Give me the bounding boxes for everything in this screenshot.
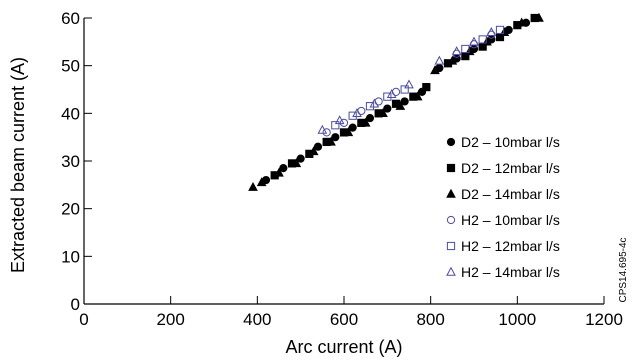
data-point — [369, 98, 380, 108]
data-point — [534, 12, 544, 22]
x-tick-label: 800 — [416, 310, 444, 329]
data-point — [383, 92, 392, 101]
legend-marker — [446, 241, 456, 251]
y-tick-label: 60 — [61, 9, 80, 28]
data-point — [422, 83, 431, 92]
legend-label: D2 – 14mbar l/s — [461, 186, 560, 202]
legend-box — [440, 128, 602, 293]
legend-label: D2 – 10mbar l/s — [461, 134, 560, 150]
data-point — [339, 118, 349, 127]
x-tick-label: 1000 — [498, 310, 536, 329]
data-point — [516, 17, 527, 27]
y-tick-label: 0 — [71, 295, 80, 314]
data-point — [248, 181, 258, 191]
data-point — [331, 133, 340, 142]
data-point — [322, 128, 331, 137]
data-point — [313, 142, 323, 151]
data-point — [395, 100, 406, 110]
legend-marker — [446, 163, 456, 173]
y-axis-title: Extracted beam current (A) — [8, 57, 28, 273]
y-tick-label: 10 — [61, 247, 80, 266]
data-point — [451, 46, 462, 56]
data-point — [434, 55, 445, 65]
data-point — [291, 158, 302, 168]
data-point — [365, 114, 375, 123]
y-tick-label: 30 — [61, 152, 80, 171]
legend-label: D2 – 12mbar l/s — [461, 160, 560, 176]
x-axis-title: Arc current (A) — [285, 337, 402, 357]
data-point — [343, 127, 354, 137]
data-point — [400, 97, 409, 106]
x-tick-label: 600 — [330, 310, 358, 329]
x-tick-label: 400 — [243, 310, 271, 329]
y-tick-label: 50 — [61, 57, 80, 76]
data-point — [274, 167, 284, 177]
data-point — [334, 115, 345, 125]
figure-code: CPS14.695-4c — [618, 237, 629, 302]
data-point — [352, 108, 362, 118]
legend-label: H2 – 10mbar l/s — [461, 212, 560, 228]
x-tick-label: 1200 — [585, 310, 623, 329]
series-4 — [331, 25, 505, 130]
data-point — [430, 65, 440, 75]
data-point — [365, 102, 375, 111]
data-point — [279, 164, 288, 173]
data-point — [469, 36, 479, 46]
data-point — [412, 91, 423, 101]
data-point — [378, 108, 388, 118]
data-point — [404, 79, 414, 89]
series-5 — [317, 27, 497, 134]
x-tick-label: 200 — [156, 310, 184, 329]
legend-marker — [446, 188, 456, 198]
data-point — [486, 27, 497, 36]
data-point — [331, 121, 340, 130]
data-point — [386, 89, 397, 98]
data-point — [256, 177, 267, 187]
data-point — [348, 111, 357, 120]
data-point — [308, 146, 319, 156]
data-point — [447, 55, 458, 65]
legend-marker — [446, 215, 456, 225]
y-tick-label: 40 — [61, 104, 80, 123]
data-point — [360, 117, 371, 127]
data-point — [461, 44, 470, 54]
legend-marker — [446, 137, 456, 147]
data-point — [495, 25, 505, 35]
data-point — [317, 124, 328, 134]
x-tick-label: 0 — [79, 310, 88, 329]
data-point — [326, 136, 336, 146]
data-point — [400, 85, 409, 94]
legend-label: H2 – 14mbar l/s — [461, 264, 560, 280]
data-point — [478, 35, 487, 44]
data-point — [383, 104, 392, 113]
data-point — [296, 154, 305, 163]
legend-marker — [446, 266, 456, 276]
data-point — [348, 123, 357, 132]
legend-label: H2 – 12mbar l/s — [461, 238, 560, 254]
y-tick-label: 20 — [61, 200, 80, 219]
